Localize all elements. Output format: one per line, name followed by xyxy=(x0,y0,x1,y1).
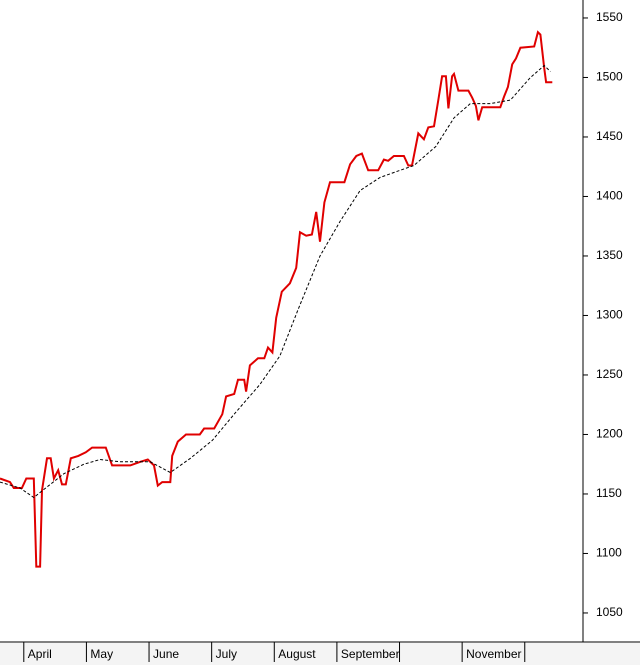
y-tick-label: 1250 xyxy=(596,367,623,381)
x-tick-label: August xyxy=(278,647,316,661)
x-tick-label: July xyxy=(216,647,237,661)
y-tick-label: 1500 xyxy=(596,70,623,84)
y-tick-label: 1300 xyxy=(596,308,623,322)
x-tick-label: June xyxy=(153,647,179,661)
y-tick-label: 1050 xyxy=(596,605,623,619)
y-tick-label: 1150 xyxy=(596,486,622,500)
series-line xyxy=(0,30,553,568)
y-tick-label: 1550 xyxy=(596,10,623,24)
series-line xyxy=(0,64,551,499)
x-tick-label: May xyxy=(90,647,113,661)
y-tick-label: 1100 xyxy=(596,546,622,560)
x-axis-strip xyxy=(0,643,640,665)
y-tick-label: 1200 xyxy=(596,427,623,441)
y-tick-label: 1350 xyxy=(596,248,623,262)
x-tick-label: November xyxy=(466,647,521,661)
x-tick-label: April xyxy=(28,647,52,661)
x-tick-label: September xyxy=(341,647,400,661)
y-tick-label: 1400 xyxy=(596,189,623,203)
y-tick-label: 1450 xyxy=(596,129,623,143)
